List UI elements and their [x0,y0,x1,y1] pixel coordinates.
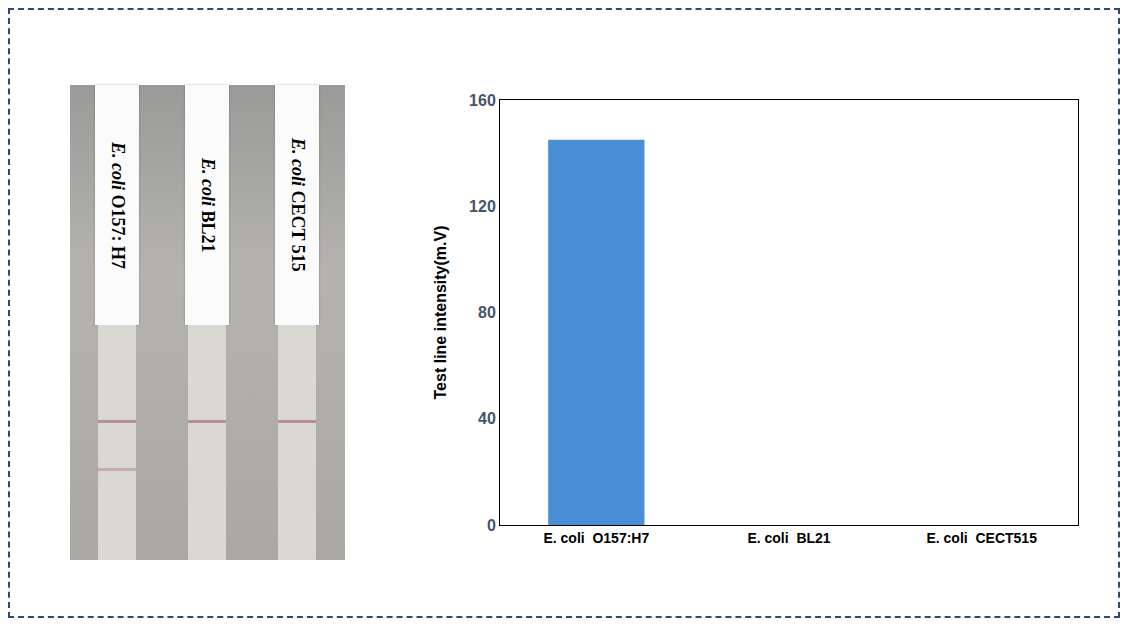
html-text:E. coli: E. coli [287,138,308,187]
svg-text:80: 80 [478,304,496,321]
svg-text:160: 160 [469,92,496,109]
html-text:CECT 515: CECT 515 [287,186,308,272]
html-text:E. coli: E. coli [197,157,218,206]
svg-text:40: 40 [478,410,496,427]
svg-text:E. coli O157:H7: E. coli O157:H7 [543,530,649,546]
svg-text:0: 0 [487,517,496,534]
svg-text:E. coli CECT515: E. coli CECT515 [926,530,1037,546]
svg-text:Test line intensity(m.V): Test line intensity(m.V) [432,226,449,400]
svg-text:120: 120 [469,198,496,215]
svg-text:E. coli BL21: E. coli BL21 [747,530,830,546]
html-text:E. coli: E. coli [107,141,128,190]
html-text:BL21: BL21 [197,205,218,253]
html-text:O157: H7: O157: H7 [107,189,128,269]
